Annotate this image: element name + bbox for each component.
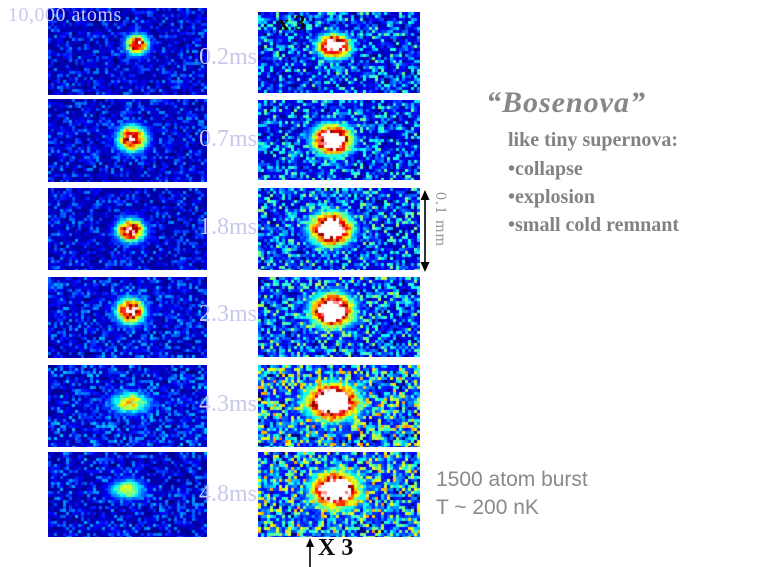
atom-count-label: 10,000 atoms [8,4,122,26]
time-label-1: 0.2ms [199,44,258,70]
bullet-item-remnant: •small cold remnant [508,214,680,236]
atom-cloud-original-4 [48,277,207,358]
burst-line-1: 1500 atom burst [436,468,588,491]
zoom-factor-top-label: x 3 [278,10,306,35]
time-label-6: 4.8ms [199,481,258,507]
bullet-item-explosion: •explosion [508,186,596,208]
burst-caption: 1500 atom burst T ~ 200 nK [436,466,588,522]
atom-cloud-zoomed-2 [258,100,420,180]
annotation-bullets: •collapse •explosion •small cold remnant [508,155,679,239]
up-arrow-icon [306,538,314,567]
atom-cloud-zoomed-1 [258,12,420,93]
atom-cloud-zoomed-4 [258,277,420,357]
burst-line-2: T ~ 200 nK [436,496,539,519]
atom-cloud-original-6 [48,452,207,537]
atom-cloud-original-5 [48,365,207,447]
atom-cloud-original-1 [48,8,207,95]
zoom-factor-bottom-label: X 3 [318,535,354,561]
scale-label: 0.1 mm [432,192,449,247]
atom-cloud-original-3 [48,188,207,270]
atom-cloud-zoomed-6 [258,452,420,537]
atom-cloud-zoomed-3 [258,188,420,270]
atom-cloud-zoomed-5 [258,365,420,447]
atom-cloud-original-2 [48,99,207,182]
time-label-5: 4.3ms [199,391,258,417]
scale-bar: 0.1 mm [419,188,463,278]
bullet-item-collapse: •collapse [508,158,583,180]
time-label-3: 1.8ms [199,214,258,240]
annotation-subtitle: like tiny supernova: [508,129,679,151]
time-label-4: 2.3ms [199,301,258,327]
page-title: “Bosenova” [486,86,646,119]
scale-double-arrow-icon [420,190,430,272]
time-label-2: 0.7ms [199,126,258,152]
